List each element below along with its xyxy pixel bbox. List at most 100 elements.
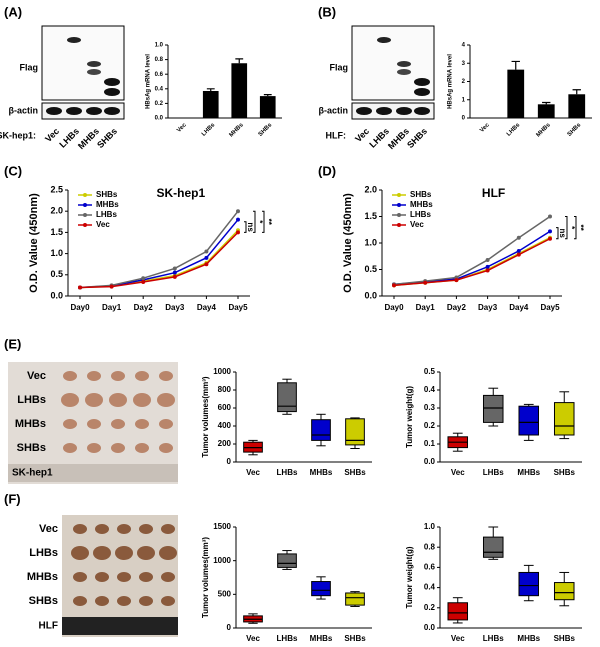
point (236, 209, 240, 214)
significance-bracket (244, 221, 247, 233)
y-tick-label: 1.5 (50, 227, 63, 237)
legend-label: LHBs (410, 210, 431, 219)
point (78, 285, 82, 290)
point (485, 264, 490, 269)
y-axis-label: Tumor weight(g) (405, 386, 414, 448)
point (454, 278, 459, 283)
significance-bracket (565, 216, 568, 240)
x-tick-label: LHBs (483, 634, 504, 643)
blot-band (46, 107, 62, 115)
point (236, 217, 240, 222)
y-tick-label: 800 (218, 385, 232, 394)
y-tick-label: 0.8 (155, 57, 164, 63)
blot-band (376, 107, 392, 115)
tumor (111, 443, 125, 453)
y-tick-label: 600 (218, 403, 232, 412)
y-axis-label: HBsAg mRNA level (146, 54, 152, 109)
legend-label: SHBs (96, 190, 118, 199)
series-line (393, 215, 551, 286)
blot-band (104, 107, 120, 115)
legend-marker (397, 193, 401, 197)
blot-band (414, 107, 430, 115)
tumor (95, 524, 109, 534)
box (277, 553, 297, 568)
x-tick-label: Day5 (540, 303, 560, 312)
x-tick-label: MHBs (310, 468, 333, 477)
y-tick-label: 4 (462, 43, 466, 49)
tumor (85, 393, 103, 407)
point (516, 235, 521, 240)
y-tick-label: 0.1 (424, 439, 436, 448)
blot-band (414, 88, 430, 96)
tumor (63, 371, 77, 381)
y-tick-label: 2 (462, 79, 466, 85)
cell-line-label: HLF: (326, 130, 347, 140)
tumor (161, 572, 175, 582)
x-tick-label: Day4 (197, 303, 217, 312)
chart-title: HLF (482, 186, 505, 200)
x-tick-label: LHBs (277, 634, 298, 643)
y-tick-label: 200 (218, 439, 232, 448)
y-tick-label: 0.0 (155, 116, 164, 122)
significance-label: ** (264, 219, 273, 226)
y-tick-label: 0.0 (50, 290, 63, 300)
point (548, 229, 552, 234)
blot-row-label: Flag (19, 62, 38, 72)
tumor (117, 572, 131, 582)
blot-band (414, 78, 430, 86)
x-tick-label: Day0 (384, 303, 404, 312)
significance-bracket (556, 227, 559, 240)
significance-bracket (574, 216, 577, 240)
x-tick-label: Day3 (165, 303, 185, 312)
legend-marker (83, 193, 87, 197)
y-tick-label: 400 (218, 421, 232, 430)
x-tick-label: MHBs (517, 468, 540, 477)
y-tick-label: 1000 (213, 556, 231, 565)
blot-band (104, 78, 120, 86)
tumor (117, 596, 131, 606)
series-line (79, 231, 239, 289)
significance-label: * (255, 220, 264, 224)
point (141, 276, 146, 281)
legend-marker (397, 223, 401, 227)
blot-row-label: Flag (329, 62, 348, 72)
x-tick-label: Day3 (478, 303, 498, 312)
box (482, 394, 504, 423)
blot-band (104, 88, 120, 96)
box (482, 536, 504, 558)
y-tick-label: 0.6 (155, 72, 164, 78)
tumor (139, 524, 153, 534)
y-tick-label: 1500 (213, 522, 231, 531)
tumor (73, 596, 87, 606)
tumor (157, 393, 175, 407)
y-axis-label: O.D. Value (450nm) (342, 193, 354, 293)
x-tick-label: Vec (451, 634, 465, 643)
tumor (87, 443, 101, 453)
point (485, 257, 490, 262)
x-tick-label: Day2 (134, 303, 154, 312)
series-line (393, 238, 551, 287)
y-tick-label: 2.0 (364, 184, 377, 194)
x-tick-label: Vec (246, 468, 260, 477)
ruler-label: HLF (39, 621, 58, 632)
x-tick-label: Day1 (416, 303, 436, 312)
point (516, 252, 521, 257)
blot-frame (351, 25, 435, 101)
blot-band (397, 61, 411, 67)
blot-actin-frame (351, 102, 435, 120)
error-bar (542, 101, 551, 105)
box (345, 418, 365, 446)
series-line (79, 210, 239, 289)
blot-band (396, 107, 412, 115)
bar (231, 63, 248, 118)
x-tick-label: Vec (451, 468, 465, 477)
x-tick-label: Vec (246, 634, 260, 643)
tumor (135, 371, 149, 381)
x-tick-label: LHBs (483, 468, 504, 477)
blot-band (66, 107, 82, 115)
tumor (161, 524, 175, 534)
x-tick-label: Day5 (228, 303, 248, 312)
point (236, 230, 240, 235)
ruler-label: SK-hep1 (12, 468, 53, 479)
tumor (159, 419, 173, 429)
